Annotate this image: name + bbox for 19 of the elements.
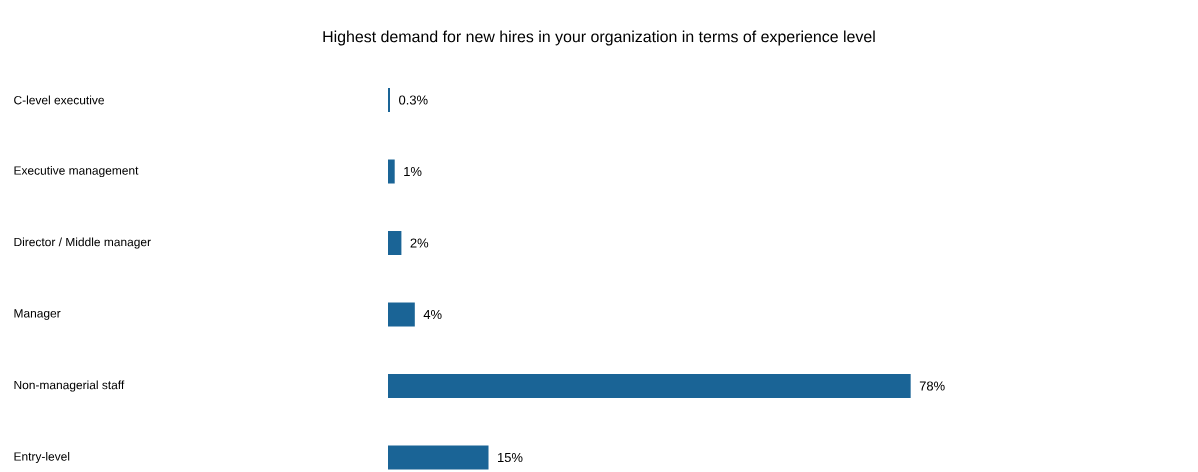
y-tick-label: Executive management bbox=[14, 165, 139, 178]
bar bbox=[388, 88, 391, 113]
bar bbox=[388, 231, 402, 256]
y-tick-label: Non-managerial staff bbox=[14, 380, 125, 392]
data-label: 0.3% bbox=[399, 95, 428, 105]
data-label: 78% bbox=[919, 381, 945, 391]
data-label: 2% bbox=[410, 238, 429, 248]
bar bbox=[388, 159, 395, 184]
y-tick-label: Entry-level bbox=[14, 451, 70, 464]
y-tick-label: C-level executive bbox=[14, 95, 104, 105]
bar bbox=[388, 445, 489, 470]
data-label: 4% bbox=[423, 309, 442, 320]
chart-title: Highest demand for new hires in your organization in terms of experience level bbox=[323, 30, 875, 46]
y-tick-label: Manager bbox=[14, 309, 61, 320]
y-tick-label: Director / Middle manager bbox=[14, 237, 151, 249]
data-label: 15% bbox=[498, 452, 523, 463]
bar bbox=[388, 374, 911, 398]
bar bbox=[388, 302, 415, 327]
data-label: 1% bbox=[404, 166, 422, 177]
